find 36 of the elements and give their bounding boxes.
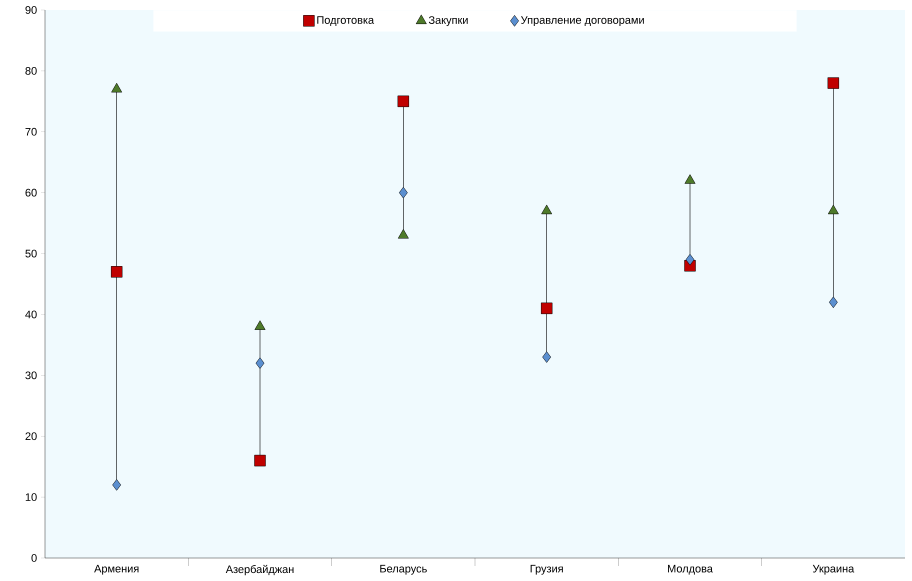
point: [542, 351, 552, 363]
point: [112, 479, 122, 491]
point: [110, 266, 122, 278]
point: [828, 204, 839, 214]
point: [828, 296, 838, 308]
x-tick-label: Украина: [812, 564, 854, 575]
y-tick-label: 10: [26, 493, 37, 501]
point: [398, 229, 409, 239]
y-tick-label: 30: [25, 371, 37, 380]
x-tick-label: Грузия: [530, 564, 563, 575]
legend-label: Управление договорами: [520, 16, 644, 26]
x-tick-label: Армения: [94, 564, 138, 575]
point: [540, 302, 552, 314]
x-tick-label: Азербайджан: [226, 564, 294, 576]
point: [686, 254, 694, 266]
point: [254, 320, 266, 330]
point: [254, 454, 266, 466]
y-tick-label: 0: [31, 554, 37, 562]
x-tick-label: Беларусь: [380, 564, 427, 575]
y-tick-label: 50: [25, 250, 37, 258]
y-tick-label: 20: [26, 432, 37, 440]
y-tick-label: 40: [25, 310, 37, 318]
y-tick-label: 60: [26, 188, 37, 197]
y-tick-label: 90: [25, 6, 37, 14]
y-tick-label: 80: [25, 67, 37, 75]
point: [541, 204, 552, 214]
point: [256, 357, 264, 369]
x-tick-label: Молдова: [668, 564, 713, 575]
legend-label: Подготовка: [317, 16, 374, 26]
legend-label: Закупки: [428, 16, 468, 26]
point: [684, 174, 696, 184]
point: [828, 77, 840, 89]
point: [111, 82, 122, 92]
point: [398, 186, 408, 198]
point: [398, 96, 410, 108]
y-tick-label: 70: [26, 128, 37, 136]
